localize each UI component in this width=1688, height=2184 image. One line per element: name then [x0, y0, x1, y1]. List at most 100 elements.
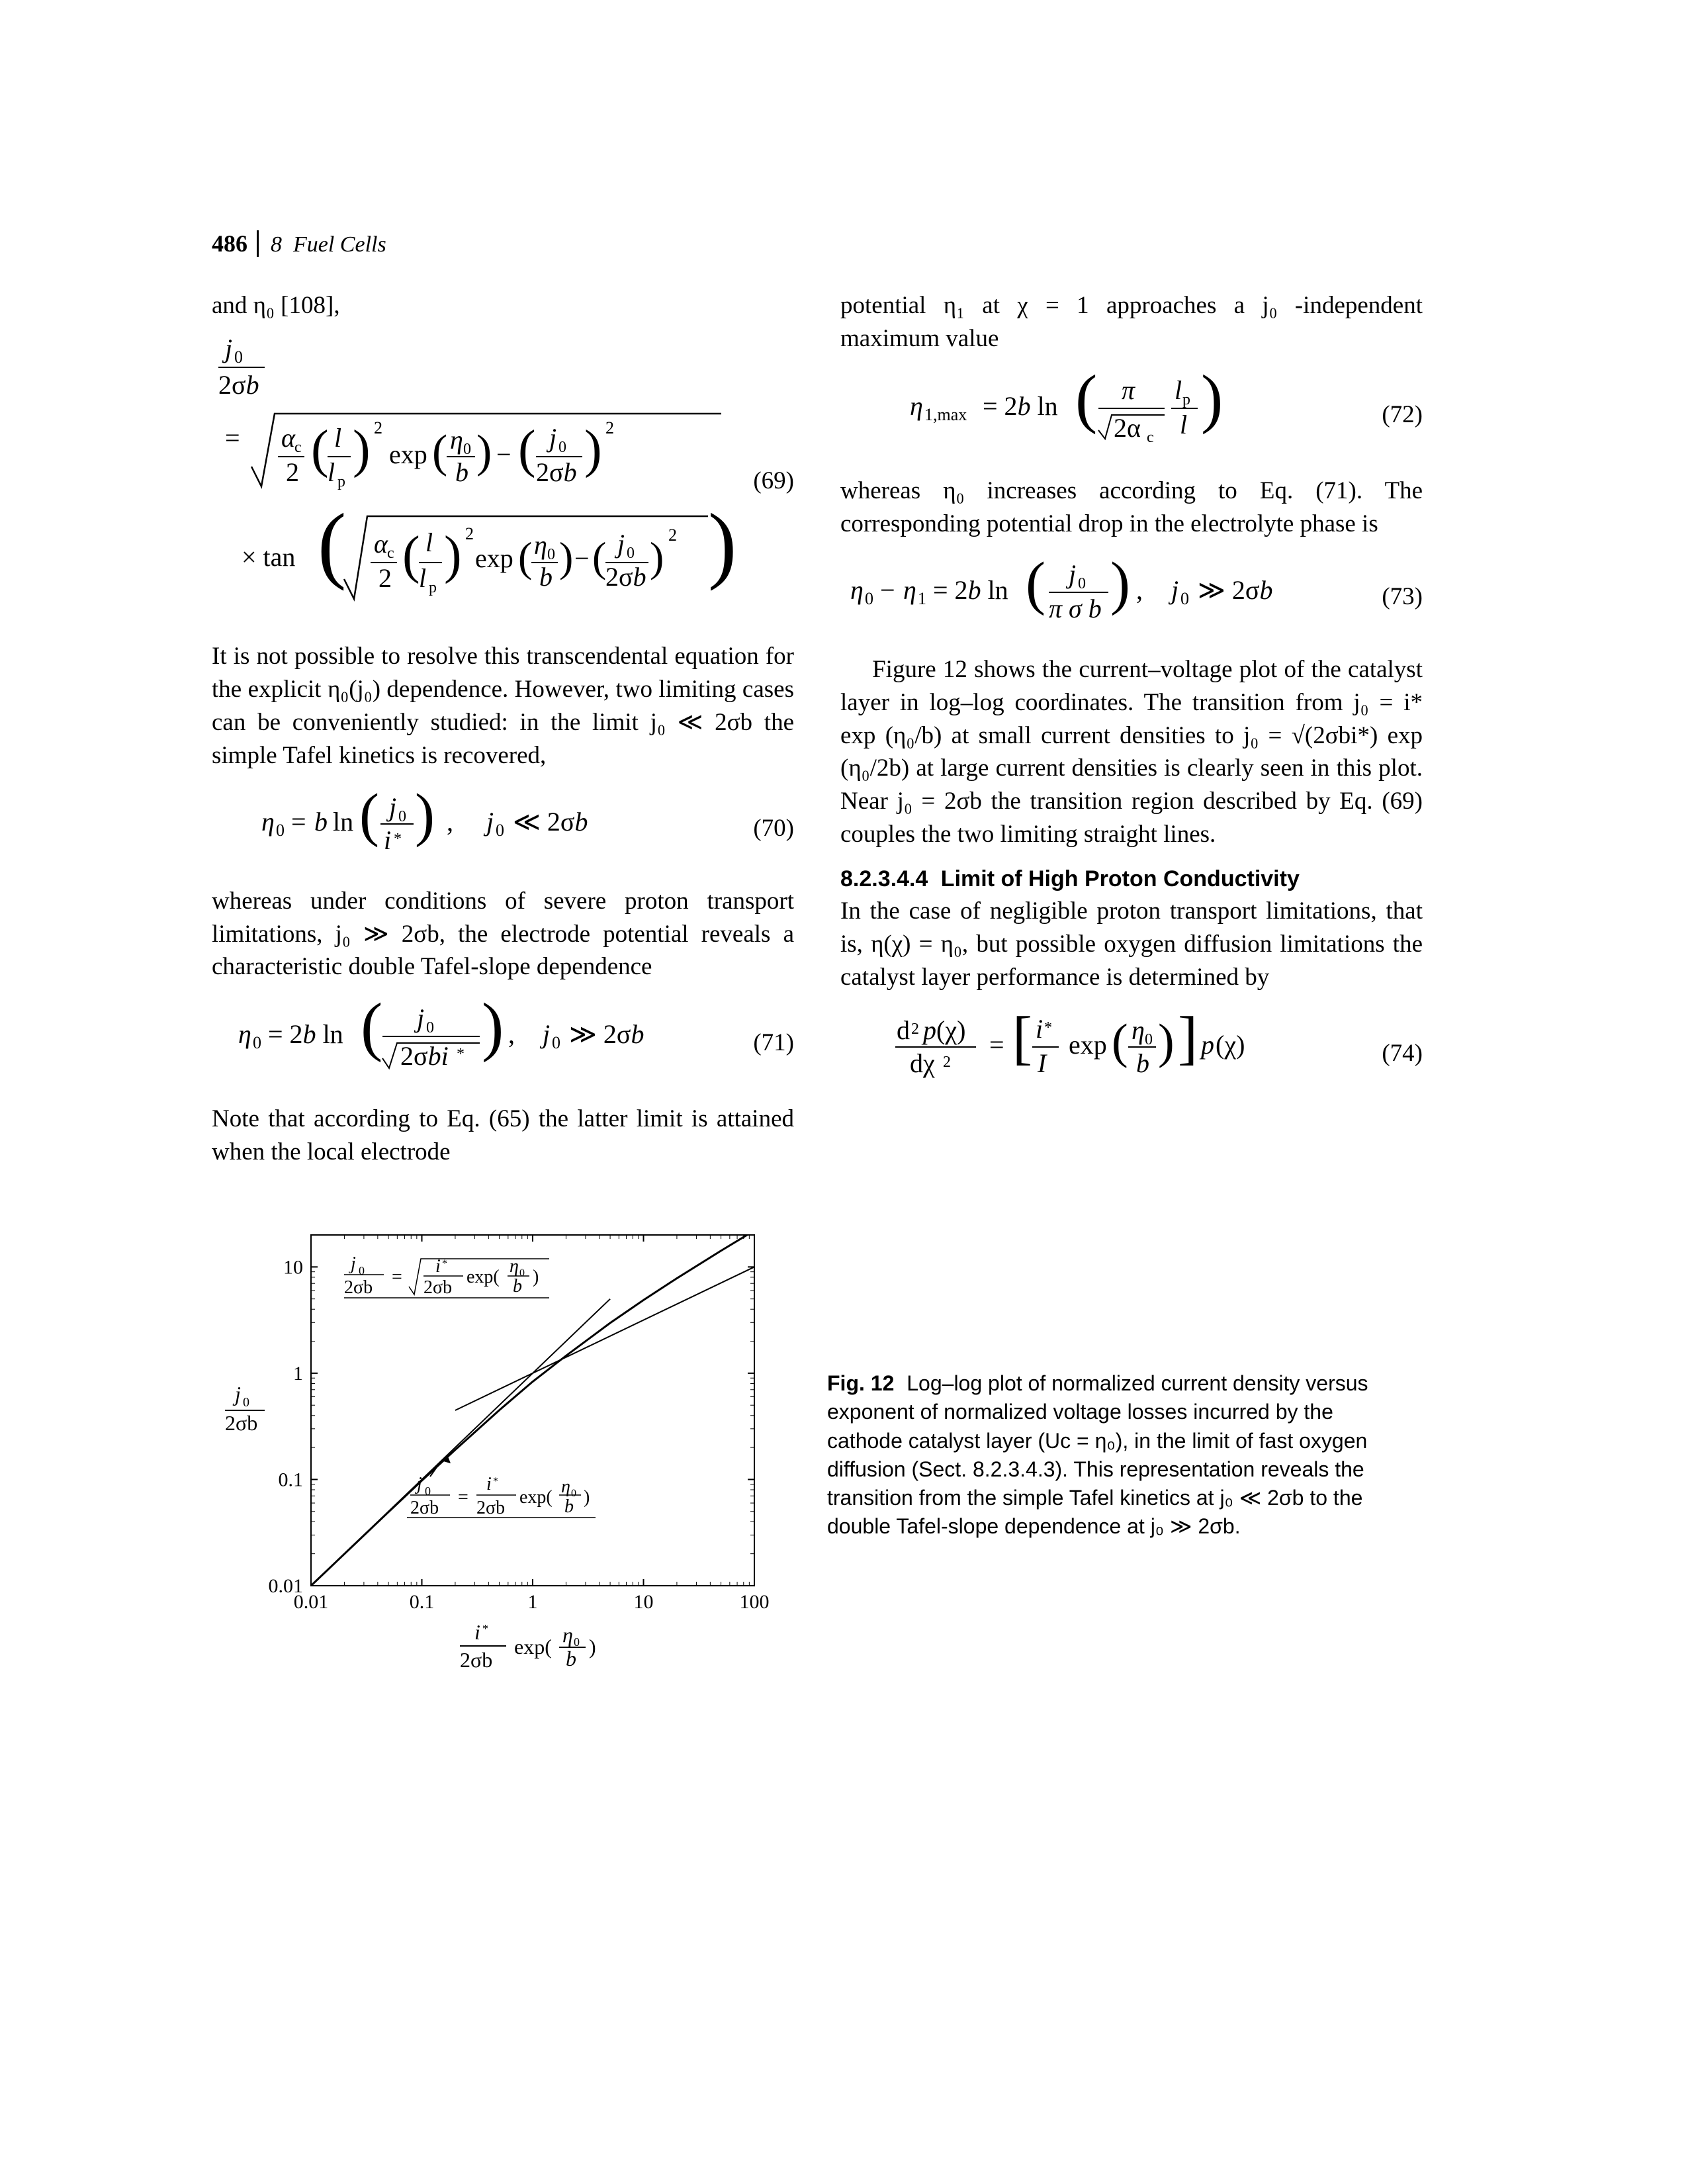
svg-text:2: 2 [374, 418, 382, 437]
svg-text:[: [ [1012, 1006, 1032, 1071]
svg-text:2σb: 2σb [460, 1648, 492, 1672]
svg-text:l: l [334, 423, 341, 453]
svg-text:= 2b ln: = 2b ln [933, 575, 1008, 605]
figure-caption-text: Log–log plot of normalized current densi… [827, 1371, 1368, 1538]
equation-73: η0 − η1 = 2b ln ( j0 π σ b ) , j0 ≫ 2σb [840, 553, 1423, 641]
svg-text:α: α [281, 423, 296, 453]
svg-text:j: j [483, 807, 494, 837]
svg-text:i: i [1036, 1014, 1043, 1044]
svg-text:1: 1 [293, 1363, 303, 1385]
svg-text:=: = [225, 423, 240, 453]
svg-text:η: η [1132, 1015, 1145, 1045]
svg-text:*: * [394, 831, 402, 848]
svg-text:π: π [1122, 375, 1135, 405]
body-columns: and η₀ [108], j0 2σb = αc [212, 289, 1423, 1169]
svg-text:2σb: 2σb [410, 1498, 439, 1518]
svg-text:j: j [1168, 575, 1178, 605]
svg-text:η: η [910, 391, 923, 421]
svg-text:j: j [546, 423, 556, 453]
svg-text:=: = [291, 807, 306, 837]
svg-text:exp(: exp( [514, 1635, 552, 1659]
svg-text:]: ] [1178, 1006, 1198, 1071]
equation-number: (70) [734, 812, 794, 845]
svg-text:η: η [561, 1477, 570, 1497]
chapter-ref: 8 Fuel Cells [271, 232, 386, 257]
figure-12-plot: 0.010.11101000.010.1110j02σb=i*2σbexp(η0… [212, 1215, 787, 1695]
svg-text:): ) [415, 784, 435, 848]
svg-text:× tan: × tan [242, 542, 295, 572]
paragraph: and η₀ [108], [212, 289, 794, 322]
svg-text:1: 1 [528, 1591, 538, 1613]
svg-text:exp: exp [389, 439, 427, 469]
svg-text:): ) [1110, 553, 1130, 616]
svg-text:p: p [921, 1015, 936, 1045]
svg-text:): ) [584, 420, 602, 478]
svg-text:100: 100 [740, 1591, 770, 1613]
svg-text:π σ b: π σ b [1049, 594, 1102, 623]
svg-text:): ) [650, 533, 664, 580]
svg-text:): ) [1201, 367, 1223, 435]
svg-text:0: 0 [1145, 1031, 1153, 1048]
svg-text:=: = [458, 1487, 468, 1508]
svg-text:dχ: dχ [910, 1048, 935, 1078]
svg-text:c: c [294, 439, 302, 456]
eq71-svg: η0 = 2b ln ( j0 2σbi* ) , j0 ≫ 2σb [232, 995, 715, 1081]
svg-text:i: i [384, 825, 391, 855]
head-rule [257, 230, 259, 257]
svg-text:2: 2 [668, 525, 677, 545]
paragraph: whereas η₀ increases according to Eq. (7… [840, 475, 1423, 541]
svg-text:2: 2 [378, 563, 392, 593]
svg-text:(: ( [318, 496, 346, 592]
svg-text:1: 1 [918, 589, 926, 608]
equation-number: (73) [1363, 580, 1423, 614]
equation-number: (72) [1363, 398, 1423, 432]
svg-text:0: 0 [253, 1033, 261, 1052]
paragraph: Note that according to Eq. (65) the latt… [212, 1103, 794, 1169]
svg-text:): ) [482, 995, 504, 1063]
svg-text:): ) [708, 496, 736, 592]
paragraph: It is not possible to resolve this trans… [212, 640, 794, 772]
section-title: Limit of High Proton Conductivity [941, 866, 1300, 891]
svg-text:p: p [1199, 1030, 1214, 1060]
svg-text:10: 10 [283, 1257, 303, 1279]
svg-text:(: ( [311, 420, 329, 478]
svg-text:j: j [614, 529, 625, 559]
svg-text:2σb: 2σb [536, 457, 577, 487]
svg-text:): ) [1158, 1015, 1175, 1069]
svg-text:i: i [486, 1474, 492, 1494]
svg-text:l: l [1180, 410, 1187, 439]
section-heading: 8.2.3.4.4 Limit of High Proton Conductiv… [840, 864, 1423, 895]
svg-text:exp: exp [1069, 1030, 1107, 1060]
svg-text:0.1: 0.1 [410, 1591, 435, 1613]
svg-text:η: η [450, 425, 463, 455]
svg-text:*: * [1044, 1019, 1052, 1036]
svg-text:0: 0 [547, 546, 555, 563]
equation-72: η1,max = 2b ln ( π 2αc lp l ) ( [840, 367, 1423, 463]
svg-text:= 2b ln: = 2b ln [268, 1019, 343, 1049]
svg-text:b: b [513, 1276, 522, 1297]
svg-text:exp(: exp( [466, 1267, 500, 1287]
svg-text:(: ( [592, 533, 606, 580]
svg-text:0: 0 [425, 1484, 431, 1498]
svg-text:0: 0 [627, 545, 635, 562]
equation-number: (71) [734, 1026, 794, 1060]
svg-text:2: 2 [911, 1021, 919, 1038]
svg-text:l: l [425, 527, 433, 557]
svg-text:0: 0 [359, 1264, 365, 1277]
equation-71: η0 = 2b ln ( j0 2σbi* ) , j0 ≫ 2σb [212, 995, 794, 1091]
svg-text:−: − [574, 543, 590, 573]
svg-text:b: b [314, 807, 328, 837]
equation-number: (69) [741, 465, 794, 498]
svg-text:= 2b ln: = 2b ln [983, 391, 1058, 421]
svg-text:): ) [584, 1487, 590, 1508]
svg-text:2σb: 2σb [225, 1411, 257, 1435]
svg-text:η: η [562, 1623, 573, 1647]
svg-text:b: b [564, 1496, 574, 1517]
svg-text:≫ 2σb: ≫ 2σb [1198, 575, 1272, 605]
svg-text:): ) [533, 1267, 539, 1287]
svg-text:j: j [539, 1019, 550, 1049]
svg-text:2: 2 [286, 457, 299, 487]
svg-text:2σbi: 2σbi [400, 1041, 449, 1071]
svg-text:*: * [442, 1258, 447, 1269]
svg-text:(χ): (χ) [936, 1015, 965, 1045]
